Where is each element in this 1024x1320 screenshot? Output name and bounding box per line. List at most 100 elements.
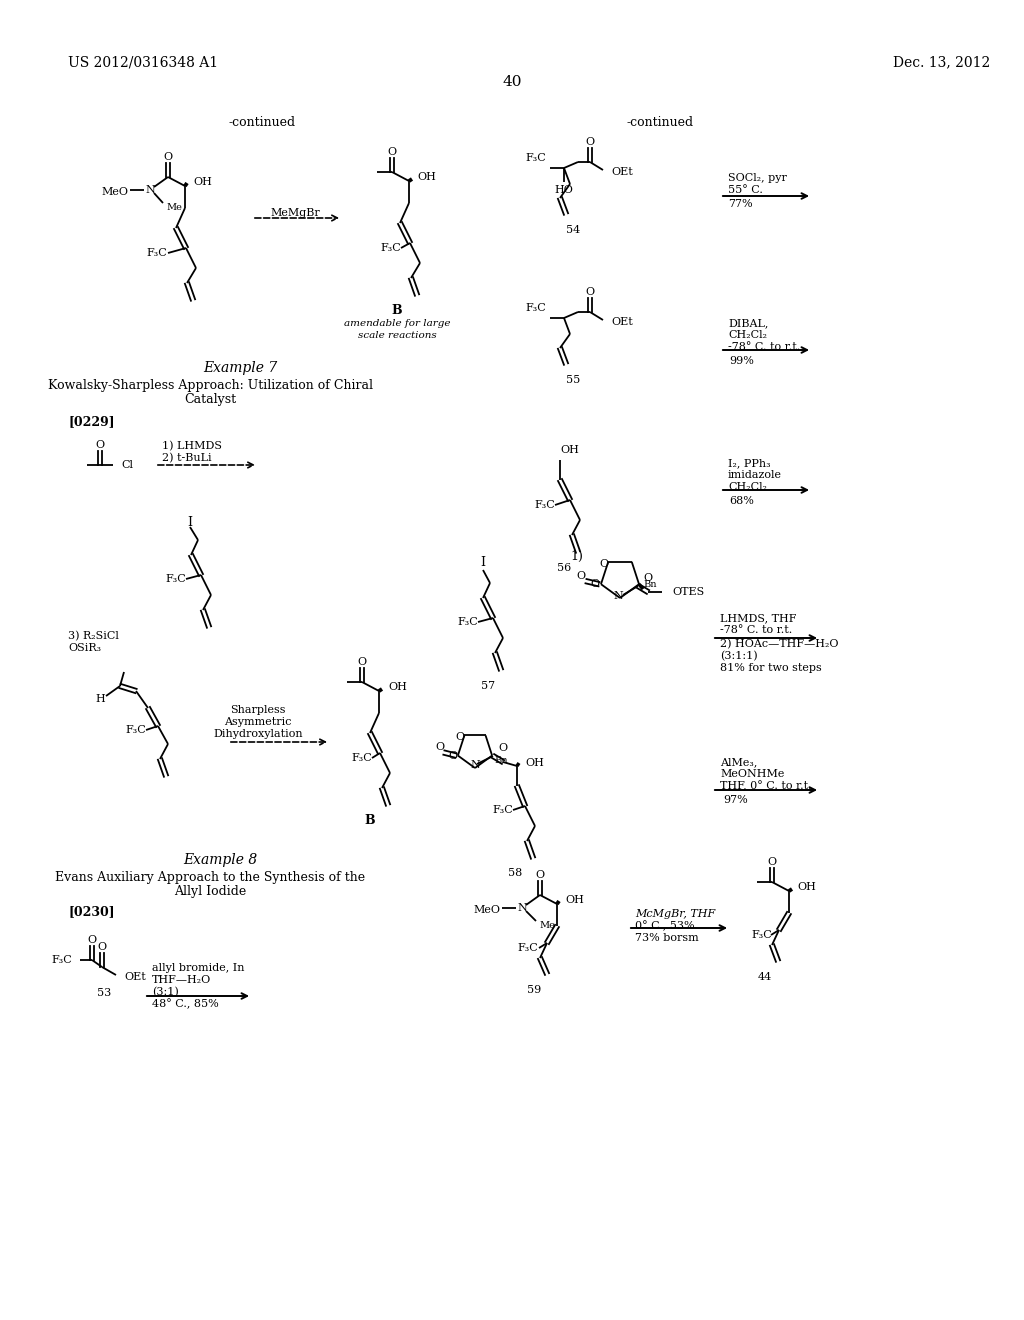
Text: Bn: Bn bbox=[643, 579, 656, 589]
Text: O: O bbox=[586, 137, 595, 147]
Text: HO: HO bbox=[555, 185, 573, 195]
Text: I: I bbox=[480, 557, 485, 569]
Text: N: N bbox=[613, 591, 623, 601]
Text: CH₂Cl₂: CH₂Cl₂ bbox=[728, 482, 767, 492]
Text: allyl bromide, In: allyl bromide, In bbox=[152, 964, 245, 973]
Text: 2) HOAc—THF—H₂O: 2) HOAc—THF—H₂O bbox=[720, 639, 839, 649]
Text: 57: 57 bbox=[481, 681, 495, 690]
Text: AlMe₃,: AlMe₃, bbox=[720, 756, 758, 767]
Text: [0230]: [0230] bbox=[68, 906, 115, 919]
Text: O: O bbox=[387, 147, 396, 157]
Text: Cl: Cl bbox=[121, 459, 133, 470]
Text: DIBAL,: DIBAL, bbox=[728, 318, 768, 327]
Text: N: N bbox=[145, 185, 155, 195]
Text: 54: 54 bbox=[566, 224, 581, 235]
Text: -78° C. to r.t.: -78° C. to r.t. bbox=[720, 624, 793, 635]
Text: O: O bbox=[586, 286, 595, 297]
Text: N: N bbox=[470, 760, 480, 770]
Text: F₃C: F₃C bbox=[166, 574, 186, 583]
Text: OH: OH bbox=[388, 682, 407, 692]
Text: F₃C: F₃C bbox=[525, 304, 546, 313]
Text: Me: Me bbox=[539, 920, 555, 929]
Text: MeO: MeO bbox=[101, 187, 128, 197]
Text: 81% for two steps: 81% for two steps bbox=[720, 663, 821, 673]
Text: O: O bbox=[357, 657, 367, 667]
Text: 58: 58 bbox=[508, 869, 522, 878]
Text: (3:1:1): (3:1:1) bbox=[720, 651, 758, 661]
Text: H: H bbox=[95, 694, 104, 704]
Text: O: O bbox=[95, 440, 104, 450]
Text: O: O bbox=[577, 572, 586, 581]
Text: O: O bbox=[97, 942, 106, 952]
Text: OEt: OEt bbox=[611, 168, 633, 177]
Text: OH: OH bbox=[565, 895, 584, 906]
Text: 73% borsm: 73% borsm bbox=[635, 933, 698, 942]
Text: 68%: 68% bbox=[729, 496, 755, 506]
Text: 55: 55 bbox=[566, 375, 581, 385]
Text: F₃C: F₃C bbox=[146, 248, 167, 257]
Text: F₃C: F₃C bbox=[525, 153, 546, 162]
Text: O: O bbox=[536, 870, 545, 880]
Text: SOCl₂, pyr: SOCl₂, pyr bbox=[728, 173, 786, 183]
Text: Dec. 13, 2012: Dec. 13, 2012 bbox=[893, 55, 990, 69]
Text: LHMDS, THF: LHMDS, THF bbox=[720, 612, 797, 623]
Text: I₂, PPh₃: I₂, PPh₃ bbox=[728, 458, 771, 469]
Text: -continued: -continued bbox=[627, 116, 693, 129]
Text: 44: 44 bbox=[758, 972, 772, 982]
Text: OH: OH bbox=[797, 882, 816, 892]
Text: O: O bbox=[591, 579, 599, 589]
Text: Sharpless: Sharpless bbox=[230, 705, 286, 715]
Text: CH₂Cl₂: CH₂Cl₂ bbox=[728, 330, 767, 341]
Text: 77%: 77% bbox=[728, 199, 753, 209]
Text: O: O bbox=[449, 751, 458, 760]
Text: 40: 40 bbox=[502, 75, 522, 88]
Text: Catalyst: Catalyst bbox=[184, 392, 237, 405]
Text: F₃C: F₃C bbox=[351, 752, 373, 763]
Text: 1) LHMDS: 1) LHMDS bbox=[162, 441, 222, 451]
Text: F₃C: F₃C bbox=[126, 725, 146, 735]
Text: F₃C: F₃C bbox=[752, 931, 772, 940]
Text: THF, 0° C. to r.t.: THF, 0° C. to r.t. bbox=[720, 780, 812, 791]
Text: F₃C: F₃C bbox=[381, 243, 401, 253]
Text: 99%: 99% bbox=[729, 356, 755, 366]
Text: OTES: OTES bbox=[672, 587, 705, 597]
Text: F₃C: F₃C bbox=[458, 616, 478, 627]
Text: MeO: MeO bbox=[473, 906, 500, 915]
Text: -continued: -continued bbox=[228, 116, 296, 129]
Text: scale reactions: scale reactions bbox=[357, 331, 436, 341]
Text: F₃C: F₃C bbox=[51, 954, 72, 965]
Text: Kowalsky-Sharpless Approach: Utilization of Chiral: Kowalsky-Sharpless Approach: Utilization… bbox=[47, 380, 373, 392]
Text: 53: 53 bbox=[97, 987, 112, 998]
Text: 2) t-BuLi: 2) t-BuLi bbox=[162, 453, 212, 463]
Text: 48° C., 85%: 48° C., 85% bbox=[152, 999, 219, 1010]
Text: Asymmetric: Asymmetric bbox=[224, 717, 292, 727]
Text: MeMgBr: MeMgBr bbox=[270, 209, 319, 218]
Text: MeONHMe: MeONHMe bbox=[720, 770, 784, 779]
Text: OH: OH bbox=[417, 172, 436, 182]
Text: 59: 59 bbox=[527, 985, 541, 995]
Text: OH: OH bbox=[525, 758, 544, 768]
Text: imidazole: imidazole bbox=[728, 470, 782, 480]
Text: OH: OH bbox=[193, 177, 212, 187]
Text: O: O bbox=[643, 573, 652, 583]
Text: O: O bbox=[456, 733, 465, 742]
Text: -78° C. to r.t.: -78° C. to r.t. bbox=[728, 342, 800, 352]
Text: amendable for large: amendable for large bbox=[344, 318, 451, 327]
Text: OEt: OEt bbox=[124, 972, 145, 982]
Text: 97%: 97% bbox=[724, 795, 749, 805]
Text: O: O bbox=[499, 743, 508, 752]
Text: B: B bbox=[392, 304, 402, 317]
Text: I: I bbox=[187, 516, 193, 528]
Text: Evans Auxiliary Approach to the Synthesis of the: Evans Auxiliary Approach to the Synthesi… bbox=[55, 871, 366, 884]
Text: OEt: OEt bbox=[611, 317, 633, 327]
Text: B: B bbox=[365, 813, 376, 826]
Text: OSiR₃: OSiR₃ bbox=[68, 643, 101, 653]
Text: Example 8: Example 8 bbox=[183, 853, 257, 867]
Text: O: O bbox=[600, 558, 609, 569]
Text: 56: 56 bbox=[557, 564, 571, 573]
Text: F₃C: F₃C bbox=[535, 500, 555, 510]
Text: O: O bbox=[767, 857, 776, 867]
Text: [0229]: [0229] bbox=[68, 416, 115, 429]
Text: US 2012/0316348 A1: US 2012/0316348 A1 bbox=[68, 55, 218, 69]
Text: Dihydroxylation: Dihydroxylation bbox=[213, 729, 303, 739]
